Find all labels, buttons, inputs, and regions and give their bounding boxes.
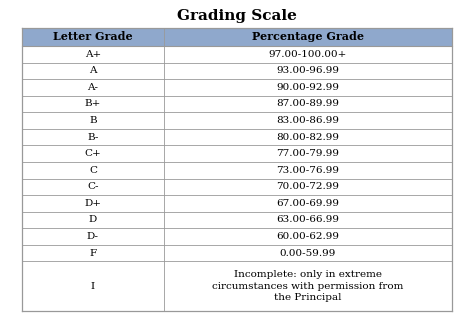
Text: A-: A- — [87, 83, 99, 92]
Text: A: A — [89, 66, 97, 75]
Text: Incomplete: only in extreme
circumstances with permission from
the Principal: Incomplete: only in extreme circumstance… — [212, 270, 404, 302]
Text: 67.00-69.99: 67.00-69.99 — [276, 199, 339, 208]
Text: I: I — [91, 282, 95, 291]
Text: 70.00-72.99: 70.00-72.99 — [276, 182, 339, 191]
Text: B: B — [89, 116, 97, 125]
Text: C: C — [89, 166, 97, 175]
Text: 60.00-62.99: 60.00-62.99 — [276, 232, 339, 241]
Text: Letter Grade: Letter Grade — [53, 32, 133, 42]
Text: 80.00-82.99: 80.00-82.99 — [276, 133, 339, 142]
Text: Percentage Grade: Percentage Grade — [252, 32, 364, 42]
Text: Grading Scale: Grading Scale — [177, 9, 297, 23]
Text: C-: C- — [87, 182, 99, 191]
Text: 63.00-66.99: 63.00-66.99 — [276, 216, 339, 224]
Text: B+: B+ — [85, 100, 101, 108]
Text: D: D — [89, 216, 97, 224]
Text: A+: A+ — [85, 50, 101, 59]
Text: 77.00-79.99: 77.00-79.99 — [276, 149, 339, 158]
Text: 73.00-76.99: 73.00-76.99 — [276, 166, 339, 175]
Bar — [22, 28, 452, 46]
Text: 93.00-96.99: 93.00-96.99 — [276, 66, 339, 75]
Text: 90.00-92.99: 90.00-92.99 — [276, 83, 339, 92]
Text: F: F — [90, 248, 97, 258]
Text: 83.00-86.99: 83.00-86.99 — [276, 116, 339, 125]
Text: 97.00-100.00+: 97.00-100.00+ — [269, 50, 347, 59]
Text: D-: D- — [87, 232, 99, 241]
Text: 87.00-89.99: 87.00-89.99 — [276, 100, 339, 108]
Text: D+: D+ — [84, 199, 101, 208]
Text: C+: C+ — [84, 149, 101, 158]
Text: 0.00-59.99: 0.00-59.99 — [280, 248, 336, 258]
Text: B-: B- — [87, 133, 99, 142]
